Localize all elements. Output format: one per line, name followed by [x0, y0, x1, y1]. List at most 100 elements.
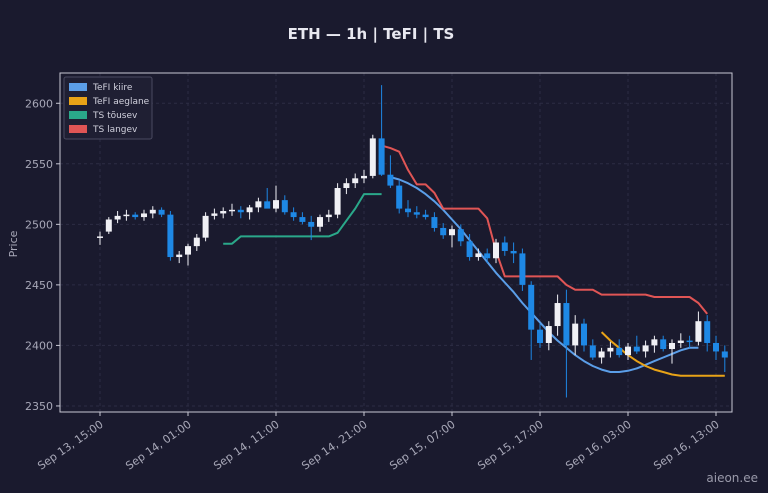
candle-body: [713, 342, 719, 352]
candle: [660, 335, 667, 352]
candle-body: [537, 329, 543, 343]
candle-body: [97, 236, 103, 238]
candle-body: [387, 174, 394, 186]
candle-body: [633, 346, 640, 352]
candle: [528, 281, 535, 360]
candle-body: [598, 351, 605, 358]
candle: [246, 204, 253, 220]
legend-label: TS tõusev: [92, 111, 138, 121]
candle-body: [677, 340, 684, 343]
candle: [466, 234, 473, 261]
candle: [211, 208, 218, 220]
candle: [501, 236, 508, 256]
candle-body: [466, 241, 473, 258]
candle-body: [660, 339, 667, 350]
candles: [97, 85, 728, 398]
candle-body: [123, 214, 130, 217]
legend: TeFI kiire TeFI aeglane TS tõusev TS langev: [63, 76, 153, 140]
legend-label: TS langev: [92, 125, 138, 135]
candle-body: [510, 250, 517, 254]
candle-body: [405, 208, 411, 213]
candle-body: [545, 326, 552, 343]
y-axis-label: Price: [7, 230, 20, 257]
candle-body: [193, 237, 200, 247]
candle: [325, 209, 332, 222]
candle: [510, 242, 517, 264]
candle: [405, 200, 411, 218]
candle: [545, 321, 552, 351]
candle-body: [105, 219, 112, 232]
candle: [237, 206, 244, 219]
candle-body: [369, 138, 376, 176]
candle-body: [325, 214, 332, 218]
candle: [378, 85, 385, 176]
candle: [572, 315, 579, 356]
candle-body: [625, 346, 631, 356]
candle-body: [273, 200, 279, 209]
candle-body: [581, 323, 587, 346]
candle: [598, 347, 605, 364]
candle: [669, 339, 675, 364]
candle-body: [158, 209, 165, 215]
candle-body: [413, 212, 420, 215]
candle: [202, 212, 209, 242]
candle-body: [554, 303, 561, 327]
candle: [537, 323, 543, 348]
candle: [114, 211, 121, 224]
candle-body: [167, 214, 174, 258]
candle: [264, 188, 271, 209]
candle-body: [704, 321, 711, 343]
candle: [581, 318, 587, 352]
candle-body: [176, 254, 183, 258]
candle: [413, 206, 420, 219]
candle-body: [607, 347, 614, 352]
candle: [484, 248, 491, 264]
candle: [677, 333, 684, 348]
candle-body: [246, 207, 253, 213]
candle-body: [132, 214, 139, 218]
candle: [290, 207, 297, 221]
chart-title: ETH — 1h | TeFI | TS: [288, 25, 455, 44]
candle-body: [352, 178, 359, 184]
candle: [387, 155, 394, 189]
candle-body: [343, 183, 350, 189]
series-line-ts-down: [381, 144, 708, 315]
candle-body: [396, 185, 403, 209]
candle: [713, 335, 719, 360]
candle: [193, 234, 200, 251]
candle-body: [501, 242, 508, 251]
candle: [519, 248, 526, 291]
candle-body: [220, 211, 227, 214]
candle-body: [229, 209, 235, 212]
candle: [176, 250, 183, 264]
candle: [352, 173, 359, 189]
candle: [493, 238, 499, 264]
candle-body: [308, 221, 315, 227]
series-line-tefi-fast: [390, 176, 699, 373]
candle: [149, 206, 156, 219]
candle-body: [651, 339, 658, 346]
candle-body: [255, 201, 262, 208]
y-tick-label: 2350: [25, 400, 53, 413]
watermark: aieon.ee: [706, 471, 758, 485]
candle-body: [484, 253, 491, 259]
candle-body: [141, 213, 147, 218]
candle: [449, 225, 455, 248]
candle-body: [642, 345, 649, 352]
candle-body: [449, 229, 455, 236]
candle: [158, 207, 165, 218]
candle: [185, 243, 191, 266]
candle: [616, 339, 623, 358]
candle: [475, 248, 482, 261]
candle-body: [378, 138, 385, 175]
candle-body: [334, 188, 341, 215]
y-tick-label: 2600: [25, 97, 53, 110]
plot-frame: [59, 72, 733, 413]
candle-body: [440, 227, 447, 236]
candle: [167, 211, 174, 261]
candle: [440, 223, 447, 239]
candle-body: [211, 213, 218, 216]
candle: [686, 335, 693, 348]
legend-swatch: [69, 111, 87, 119]
